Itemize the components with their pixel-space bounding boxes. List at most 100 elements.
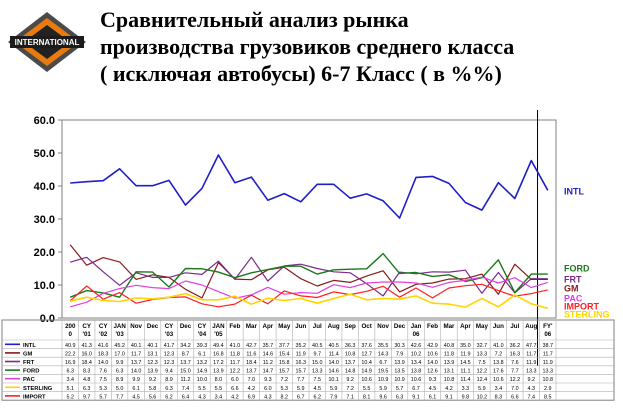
table-cell: 12.4 bbox=[477, 377, 488, 383]
table-cell: 12.3 bbox=[147, 360, 158, 366]
table-cell: 13.7 bbox=[131, 360, 142, 366]
table-cell: 8.9 bbox=[165, 377, 173, 383]
table-cell: 22.2 bbox=[65, 351, 76, 357]
y-tick-label: 30.0 bbox=[34, 214, 55, 226]
table-cell: 35.0 bbox=[460, 343, 471, 349]
x-tick-label: May bbox=[278, 323, 291, 330]
x-tick-label-line2: 06 bbox=[413, 331, 420, 338]
table-cell: 5.9 bbox=[379, 386, 387, 392]
table-cell: 3.4 bbox=[215, 394, 223, 400]
table-cell: 11.2 bbox=[180, 377, 190, 383]
table-cell: 9.2 bbox=[528, 377, 536, 383]
table-cell: 4.3 bbox=[264, 394, 272, 400]
table-cell: 5.3 bbox=[281, 386, 289, 392]
x-tick-label: Aug bbox=[328, 323, 340, 330]
table-cell: 9.9 bbox=[116, 360, 124, 366]
table-cell: 11.7 bbox=[131, 351, 141, 357]
table-cell: 14.0 bbox=[328, 360, 339, 366]
table-cell: 40.5 bbox=[328, 343, 339, 349]
series-label-ford: FORD bbox=[564, 264, 590, 274]
x-tick-label: CY bbox=[82, 323, 91, 330]
table-cell: 5.2 bbox=[66, 394, 74, 400]
x-tick-label: Mar bbox=[443, 323, 455, 330]
x-tick-label-line2: '02 bbox=[99, 331, 108, 338]
table-cell: 8.7 bbox=[182, 351, 190, 357]
x-tick-label: Nov bbox=[130, 323, 142, 330]
table-cell: 15.8 bbox=[279, 360, 290, 366]
logo-banner bbox=[10, 36, 84, 48]
table-cell: 7.5 bbox=[478, 360, 486, 366]
table-cell: 13.9 bbox=[394, 360, 405, 366]
x-tick-label-line2: '01 bbox=[83, 331, 92, 338]
table-cell: 3.3 bbox=[462, 386, 470, 392]
table-cell: 16.0 bbox=[81, 351, 92, 357]
x-tick-label: Jun bbox=[493, 323, 504, 330]
table-cell: 6.3 bbox=[66, 369, 74, 375]
table-cell: 8.0 bbox=[215, 377, 223, 383]
table-cell: 10.6 bbox=[411, 377, 422, 383]
table-cell: 40.1 bbox=[147, 343, 158, 349]
y-tick-label: 0.0 bbox=[40, 313, 55, 325]
x-tick-label-line2: '05 bbox=[214, 331, 223, 338]
table-cell: 36.2 bbox=[510, 343, 521, 349]
table-cell: 39.3 bbox=[197, 343, 208, 349]
table-cell: 40.1 bbox=[131, 343, 142, 349]
table-cell: 10.8 bbox=[444, 377, 455, 383]
x-tick-label: Nov bbox=[377, 323, 389, 330]
table-cell: 10.9 bbox=[378, 377, 389, 383]
table-cell: 12.2 bbox=[477, 369, 488, 375]
x-tick-label: Mar bbox=[246, 323, 258, 330]
table-cell: 6.1 bbox=[198, 351, 206, 357]
table-cell: 13.9 bbox=[213, 369, 224, 375]
table-cell: 13.3 bbox=[312, 369, 323, 375]
table-cell: 10.8 bbox=[345, 351, 356, 357]
table-cell: 17.0 bbox=[114, 351, 125, 357]
table-cell: 4.5 bbox=[429, 386, 437, 392]
table-cell: 11.4 bbox=[329, 351, 339, 357]
x-tick-label: FY' bbox=[543, 323, 553, 330]
table-cell: 9.6 bbox=[379, 394, 387, 400]
table-cell: 41.3 bbox=[81, 343, 92, 349]
table-cell: 42.6 bbox=[411, 343, 422, 349]
table-cell: 10.2 bbox=[477, 394, 488, 400]
table-cell: 13.9 bbox=[444, 360, 455, 366]
table-row-label: FORD bbox=[23, 369, 39, 375]
table-cell: 5.9 bbox=[330, 386, 338, 392]
table-cell: 36.3 bbox=[345, 343, 356, 349]
table-cell: 12.2 bbox=[510, 377, 521, 383]
table-cell: 13.7 bbox=[246, 369, 257, 375]
title-line-1: Сравнительный анализ рынка bbox=[100, 7, 409, 32]
table-cell: 13.3 bbox=[526, 369, 537, 375]
x-tick-label-line2: 06 bbox=[544, 331, 551, 338]
table-cell: 6.3 bbox=[396, 394, 404, 400]
data-table-frame bbox=[1, 319, 615, 401]
table-cell: 5.3 bbox=[99, 386, 107, 392]
x-tick-label: Dec bbox=[394, 323, 406, 330]
table-cell: 7.6 bbox=[99, 369, 107, 375]
table-cell: 14.0 bbox=[131, 369, 142, 375]
y-tick-label: 60.0 bbox=[34, 115, 55, 127]
table-cell: 10.6 bbox=[427, 351, 438, 357]
table-cell: 11.9 bbox=[296, 351, 306, 357]
table-cell: 12.2 bbox=[230, 369, 241, 375]
table-cell: 5.7 bbox=[396, 386, 404, 392]
table-cell: 7.9 bbox=[330, 394, 338, 400]
x-tick-label: Feb bbox=[427, 323, 438, 330]
table-cell: 6.4 bbox=[182, 394, 190, 400]
title-line-3: ( исключая автобусы) 6-7 Класс ( в %%) bbox=[100, 61, 502, 86]
table-cell: 11.8 bbox=[230, 351, 240, 357]
table-cell: 16.3 bbox=[510, 351, 521, 357]
table-cell: 5.1 bbox=[66, 386, 74, 392]
table-cell: 41.0 bbox=[493, 343, 504, 349]
x-tick-label: CY bbox=[165, 323, 174, 330]
table-cell: 7.2 bbox=[346, 386, 354, 392]
table-cell: 6.7 bbox=[297, 394, 305, 400]
table-cell: 9.4 bbox=[165, 369, 173, 375]
table-cell: 11.1 bbox=[460, 369, 470, 375]
table-cell: 14.3 bbox=[378, 351, 389, 357]
table-cell: 10.2 bbox=[411, 351, 422, 357]
table-cell: 6.2 bbox=[165, 394, 173, 400]
table-cell: 40.9 bbox=[65, 343, 76, 349]
table-cell: 9.1 bbox=[445, 394, 453, 400]
table-cell: 8.2 bbox=[281, 394, 289, 400]
